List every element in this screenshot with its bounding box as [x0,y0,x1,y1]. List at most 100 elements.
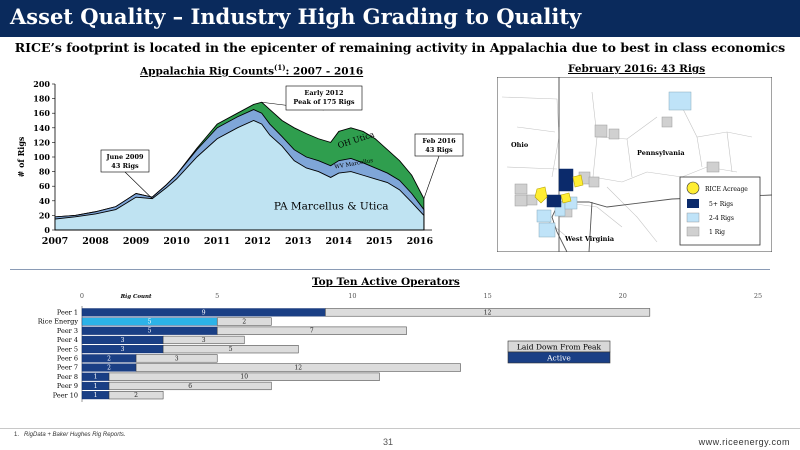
y-tick-label: 40 [39,196,51,206]
bar-laid-down [108,391,164,400]
bar-laid-down-value: 12 [294,365,302,372]
footnote: RigData + Baker Hughes Rig Reports. [24,432,126,438]
y-tick-label: 120 [33,137,50,147]
bar-active-value: 5 [148,319,152,326]
state-label-west-virginia: West Virginia [564,235,615,243]
two-four-rig-counties [536,91,692,238]
footnote-number: 1. [14,432,20,438]
legend-two-four: 2-4 Rigs [709,215,734,222]
x-tick-label: 2011 [204,236,230,247]
bar-laid-down-value: 12 [484,309,492,316]
bar-laid-down-value: 3 [202,337,206,344]
bar-x-tick-label: 5 [215,292,219,300]
bar-x-tick-label: 20 [619,292,627,300]
bar-active-value: 1 [94,383,98,390]
y-tick-label: 180 [33,94,50,104]
bar-laid-down-value: 10 [240,374,248,381]
website-url: www.riceenergy.com [698,437,790,447]
y-tick-label: 160 [33,108,50,118]
y-tick-label: 80 [39,167,51,177]
page-title: Asset Quality – Industry High Grading to… [10,4,582,29]
one-rig-swatch [686,226,700,237]
bar-category-label: Peer 5 [57,345,78,353]
bar-category-label: Peer 4 [57,336,78,344]
x-tick-label: 2015 [366,236,392,247]
bar-active-value: 9 [202,309,206,316]
annotation-text: 43 Rigs [425,146,453,154]
two-four-swatch [686,212,700,223]
five-plus-swatch [687,199,699,208]
bar-x-tick-label: 15 [483,292,491,300]
bar-laid-down-value: 3 [175,355,179,362]
bar-laid-down [135,354,218,363]
bar-active-value: 1 [94,374,98,381]
annotation-text: Early 2012 [304,89,343,97]
series-label-pa: PA Marcellus & Utica [274,201,389,213]
x-tick-label: 2013 [285,236,311,247]
bar-category-label: Peer 3 [57,327,78,335]
x-tick-label: 2008 [82,236,109,247]
legend-active-label: Active [546,354,571,363]
rice-acreage-areas [534,174,584,204]
bar-laid-down [216,317,272,326]
bar-axis-label: Rig Count [120,294,152,300]
legend-one-rig: 1 Rig [709,229,725,236]
five-plus-rig-counties [546,168,574,208]
bar-category-label: Peer 10 [53,391,78,399]
state-label-pennsylvania: Pennsylvania [637,149,685,157]
annotation-box [285,85,363,111]
annotation-text: Feb 2016 [422,137,456,145]
area-series-pa [54,120,425,231]
annotation-text: Peak of 175 Rigs [293,98,354,106]
y-tick-label: 100 [33,152,50,162]
area-chart-title-main: Appalachia Rig Counts [140,65,275,78]
bar-laid-down [325,308,651,317]
section-divider [10,269,770,270]
area-chart-title-tail: : 2007 - 2016 [285,65,364,78]
bar-active-value: 2 [107,355,111,362]
area-chart-title: Appalachia Rig Counts(1): 2007 - 2016 [140,63,363,78]
title-bar: Asset Quality – Industry High Grading to… [0,0,800,37]
bar-laid-down [108,381,272,391]
bar-legend: Laid Down From Peak Active [507,340,611,364]
area-chart: 0 20 40 60 80 100 120 140 160 180 200 2007 2008 2009 2… [16,79,464,247]
legend-active-swatch [507,351,611,364]
bar-category-label: Peer 7 [57,364,78,372]
legend-rice-acreage: RICE Acreage [705,186,748,193]
x-tick-label: 2010 [163,236,190,247]
bar-category-label: Peer 1 [57,309,78,317]
x-tick-label: 2012 [244,236,270,247]
bar-chart-title: Top Ten Active Operators [312,276,460,288]
y-axis-label: # of Rigs [16,136,26,177]
bar-category-label: Rice Energy [38,318,79,326]
annotation-box [100,149,150,173]
legend-laid-down-label: Laid Down From Peak [517,343,602,352]
bar-active-value: 3 [121,337,125,344]
bar-laid-down-value: 5 [229,346,233,353]
x-tick-label: 2014 [326,236,353,247]
map-title: February 2016: 43 Rigs [568,63,706,75]
bar-x-tick-label: 0 [80,292,84,300]
y-tick-label: 60 [39,181,51,191]
bar-active-value: 2 [107,365,111,372]
area-chart-title-sup: (1) [274,63,286,72]
x-tick-label: 2009 [123,236,150,247]
y-tick-label: 0 [44,225,50,235]
page-number: 31 [383,437,394,447]
bar-category-label: Peer 9 [57,382,78,390]
footer-line [0,428,800,429]
one-rig-counties [514,116,720,218]
state-label-ohio: Ohio [511,141,529,149]
page-subtitle: RICE’s footprint is located in the epice… [14,40,786,55]
bar-category-label: Peer 6 [57,355,78,363]
x-tick-label: 2007 [42,236,68,247]
bar-x-tick-label: 25 [754,292,762,300]
bar-laid-down [108,372,380,381]
bar-active-value: 5 [148,328,152,335]
bar-laid-down [162,345,299,354]
bar-laid-down-value: 2 [242,319,246,326]
bar-active-value: 1 [94,392,98,399]
annotation-text: June 2009 [105,153,143,161]
bar-laid-down-value: 7 [310,328,314,335]
